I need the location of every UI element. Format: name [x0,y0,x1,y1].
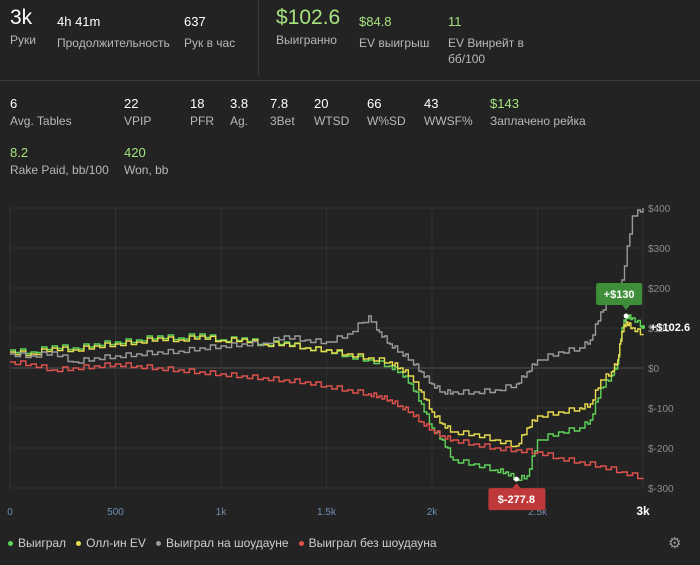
stat-value: 20 [314,96,329,111]
ev-won-label: EV выигрыш [359,36,430,50]
hands-stat: 3k Руки [10,6,36,47]
hands-per-hour-label: Рук в час [184,36,236,50]
stat-value: 7.8 [270,96,289,111]
stat-value: 8.2 [10,145,29,160]
stat-label: 3Bet [270,114,295,128]
y-tick-label: $400 [648,204,671,215]
won-value: $102.6 [276,6,341,29]
stat-3bet: 7.8 3Bet [270,96,295,128]
min-badge [488,488,546,511]
x-tick-label: 0 [7,507,13,518]
series-line-3 [10,360,644,480]
stat-label: Rake Paid, bb/100 [10,163,109,177]
stat-value: 43 [424,96,439,111]
stat-label: W%SD [367,114,406,128]
stat-value: 3.8 [230,96,249,111]
y-tick-label: $100 [648,324,671,335]
y-tick-label: $-100 [648,404,674,415]
x-tick-label: 500 [107,507,124,518]
stat-label: WWSF% [424,114,473,128]
summary-divider [258,0,259,76]
x-tick-label: 1.5k [317,507,337,518]
legend-label: Выиграл [18,536,67,550]
stat-value: 18 [190,96,205,111]
ev-winrate-label-2: бб/100 [448,52,486,66]
stat-value: $143 [490,96,519,111]
hands-label: Руки [10,33,36,47]
stat-label: Ag. [230,114,249,128]
series-line-1 [10,321,644,448]
won-label: Выигранно [276,33,337,47]
legend-dot [8,540,13,546]
stat-won-bb: 420 Won, bb [124,145,168,177]
stat-wsd: 66 W%SD [367,96,406,128]
duration-label: Продолжительность [57,36,170,50]
stat-value: 420 [124,145,146,160]
hands-per-hour-value: 637 [184,14,206,29]
ev-won-value: $84.8 [359,14,392,29]
series-line-0 [10,314,644,481]
legend-dot [155,540,161,546]
y-tick-label: $200 [648,284,671,295]
stat-avg-tables: 6 Avg. Tables [10,96,72,128]
stat-rake-paid: $143 Заплачено рейка [490,96,586,128]
legend-label: Выиграл без шоудауна [308,536,437,550]
legend-item-won[interactable]: Выиграл [8,536,66,550]
legend-dot [298,540,304,546]
legend-label: Олл-ин EV [86,536,146,550]
y-tick-label: $300 [648,244,671,255]
max-badge [596,283,643,305]
stat-label: PFR [190,114,214,128]
x-tick-label: 1k [216,507,228,518]
x-tick-label: 2k [427,507,439,518]
stat-value: 66 [367,96,382,111]
stat-value: 6 [10,96,18,111]
x-end-label: 3k [636,504,650,518]
min-badge-arrow [512,483,521,489]
y-tick-label: $-300 [648,484,674,495]
max-badge-arrow [622,305,631,310]
legend-item-allin-ev[interactable]: Олл-ин EV [76,536,146,550]
max-point [623,313,629,319]
duration-value: 4h 41m [57,14,101,29]
gear-icon[interactable]: ⚙ [668,535,682,552]
y-tick-label: $0 [648,364,660,375]
won-stat: $102.6 Выигранно [276,6,340,47]
min-label: $-277.8 [498,494,535,506]
chart-legend: Выиграл Олл-ин EV Выиграл на шоудауне Вы… [8,536,447,550]
stat-label: VPIP [124,114,152,128]
stat-label: Avg. Tables [10,114,72,128]
end-point [641,324,645,329]
legend-item-showdown[interactable]: Выиграл на шоудауне [155,536,289,550]
end-label: +$102.6 [650,322,690,334]
stat-wtsd: 20 WTSD [314,96,349,128]
series-line-2 [10,208,644,395]
ev-winrate-label-1: EV Винрейт в [448,36,524,50]
x-tick-label: 2.5k [528,507,548,518]
stat-ag: 3.8 Ag. [230,96,248,128]
hands-value: 3k [10,6,33,29]
duration-stat: 4h 41m Продолжительность [57,14,170,50]
stat-label: Заплачено рейка [490,114,586,128]
legend-item-non-showdown[interactable]: Выиграл без шоудауна [298,536,437,550]
stat-label: WTSD [314,114,350,128]
summary-bar: 3k Руки 4h 41m Продолжительность 637 Рук… [0,0,700,78]
stat-vpip: 22 VPIP [124,96,151,128]
min-point [513,476,519,482]
summary-separator [0,80,700,81]
y-tick-label: $-200 [648,444,674,455]
stat-pfr: 18 PFR [190,96,214,128]
stat-wwsf: 43 WWSF% [424,96,473,128]
stat-value: 22 [124,96,139,111]
legend-label: Выиграл на шоудауне [165,536,289,550]
profit-chart[interactable]: $400 $300 $200 $100 $0 $-100 $-200 $-300 0 500 1k 1… [0,190,700,525]
stat-rake-bb100: 8.2 Rake Paid, bb/100 [10,145,109,177]
legend-dot [76,540,82,546]
max-label: +$130 [604,289,635,301]
ev-winrate-stat: 11 EV Винрейт в бб/100 [448,14,524,66]
stat-label: Won, bb [124,163,169,177]
ev-won-stat: $84.8 EV выигрыш [359,14,429,50]
hands-per-hour-stat: 637 Рук в час [184,14,235,50]
ev-winrate-value: 11 [448,14,462,29]
